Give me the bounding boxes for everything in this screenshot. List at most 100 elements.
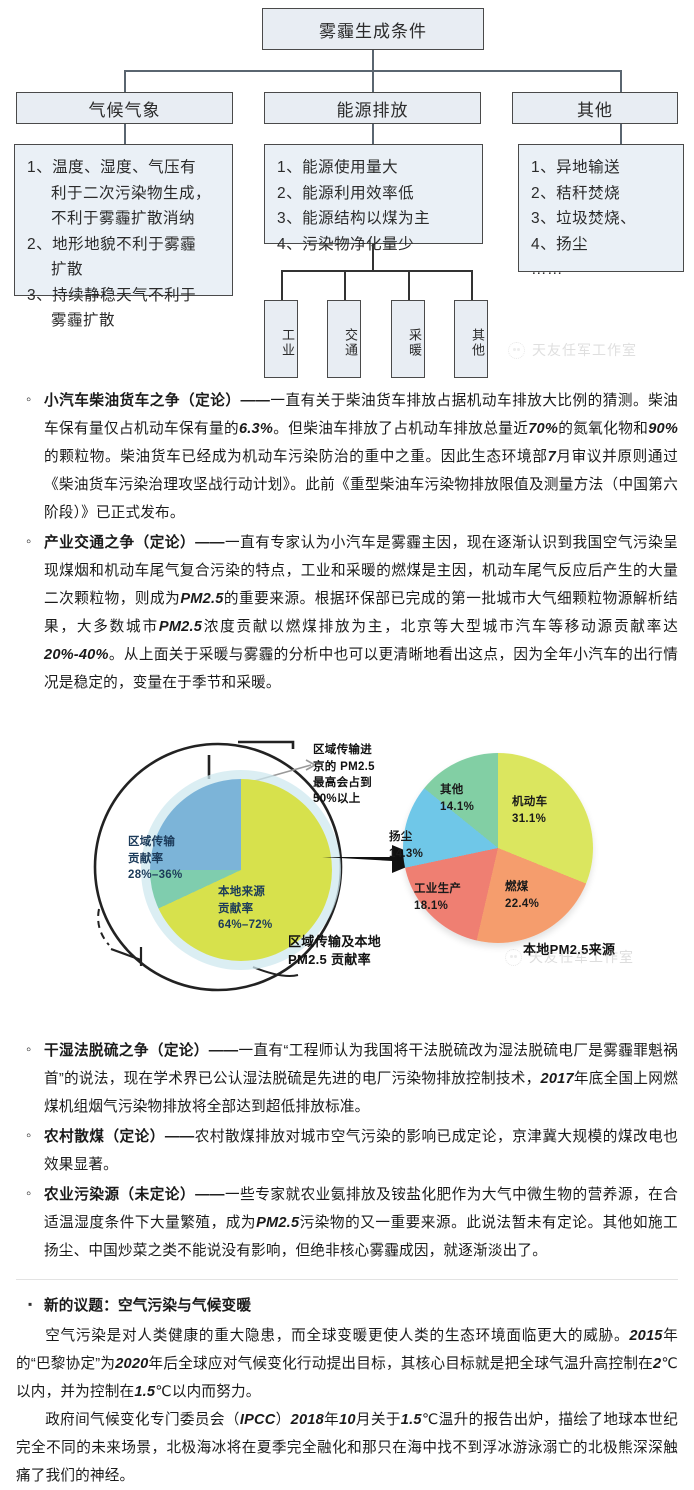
left-pie-label-local: 本地来源 贡献率 64%–72%: [218, 884, 310, 933]
leaf-label-other: 其他: [470, 328, 485, 358]
left-pie-label-regional: 区域传输 贡献率 28%–36%: [128, 834, 214, 883]
left-chart-title: 区域传输及本地 PM2.5 贡献率: [288, 933, 438, 968]
annotation-line-2: 京的 PM2.5: [313, 760, 375, 773]
bullet-list-1: 小汽车柴油货车之争（定论）——一直有关于柴油货车排放占据机动车排放大比例的猜测。…: [16, 386, 678, 697]
annotation-line-3: 最高会占到: [313, 776, 372, 789]
transition-arrow-icon: [322, 845, 426, 874]
leaf-box-heating: 采暖: [391, 300, 425, 378]
coal-value: 22.4%: [505, 897, 540, 910]
other-label: 其他: [440, 784, 464, 797]
section-heading-list: 新的议题：空气污染与气候变暖: [16, 1292, 678, 1320]
new-topic-section: 新的议题：空气污染与气候变暖 空气污染是对人类健康的重大隐患，而全球变暖更使人类…: [0, 1290, 694, 1490]
connector-other-list: [620, 124, 622, 144]
bullet-body-1: 一直有专家认为小汽车是雾霾主因，现在逐渐认识到我国空气污染呈现煤烟和机动车尾气复…: [44, 535, 678, 692]
haze-cause-diagram: 雾霾生成条件 气候气象 能源排放 其他 1、温度、湿度、气压有 利于二次污染物生…: [0, 0, 694, 385]
vehicle-label: 机动车: [512, 796, 548, 809]
branch-title-other: 其他: [512, 92, 678, 124]
other-item-4: 4、扬尘: [531, 235, 589, 253]
section-divider: [16, 1279, 678, 1281]
regional-label-line1: 区域传输: [128, 836, 176, 849]
right-pie-label-dust: 扬尘 14.3%: [389, 829, 423, 862]
climate-item-2b: 扩散: [51, 261, 84, 279]
left-pie-chart: [150, 779, 332, 962]
leaf-box-transport: 交通: [327, 300, 361, 378]
bullet-dash: ——: [164, 1129, 195, 1146]
right-chart-title: 本地PM2.5来源: [523, 941, 615, 959]
other-item-3: 3、垃圾焚烧、: [531, 210, 637, 228]
bullet2-body-0: 一直有“工程师认为我国将干法脱硫改为湿法脱硫电厂是雾霾罪魁祸首”的说法，现在学术…: [44, 1043, 678, 1116]
other-item-2: 2、秸秆焚烧: [531, 184, 621, 202]
climate-item-3: 3、持续静稳天气不利于: [27, 286, 197, 304]
list-item: 新的议题：空气污染与气候变暖: [16, 1292, 678, 1320]
industry-value: 18.1%: [414, 899, 449, 912]
leaf-box-other: 其他: [454, 300, 488, 378]
bullet-title: 产业交通之争（定论）: [44, 535, 196, 552]
annotation-line-1: 区域传输进: [313, 744, 372, 757]
leaf-label-industry: 工业: [280, 328, 295, 358]
dust-label: 扬尘: [389, 831, 413, 844]
bullet-dash: ——: [195, 535, 225, 552]
left-chart-title-line2: PM2.5 贡献率: [288, 951, 371, 967]
para-body-0: 空气污染是对人类健康的重大隐患，而全球变暖更使人类的生态环境面临更大的威胁。20…: [16, 1328, 678, 1401]
local-label-line2: 贡献率: [218, 902, 254, 915]
watermark-diagram: 天友任军工作室: [508, 340, 637, 360]
connector-drop-3: [620, 70, 622, 92]
bullets-section-1: 小汽车柴油货车之争（定论）——一直有关于柴油货车排放占据机动车排放大比例的猜测。…: [0, 385, 694, 697]
other-item-5: ……: [531, 261, 563, 279]
bullet-dash: ——: [240, 393, 271, 409]
energy-item-3: 3、能源结构以煤为主: [277, 210, 431, 228]
right-pie-label-industry: 工业生产 18.1%: [414, 881, 461, 914]
energy-item-1: 1、能源使用量大: [277, 159, 399, 176]
bullets-section-2: 干湿法脱硫之争（定论）——一直有“工程师认为我国将干法脱硫改为湿法脱硫电厂是雾霾…: [0, 1035, 694, 1265]
branch-list-energy: 1、能源使用量大 2、能源利用效率低 3、能源结构以煤为主 4、污染物净化量少: [264, 144, 483, 253]
branch-title-other-label: 其他: [577, 100, 613, 120]
watermark-logo-icon: [508, 341, 525, 359]
right-pie-label-vehicle: 机动车 31.1%: [512, 794, 547, 827]
connector-energy-list: [372, 124, 374, 144]
industry-label: 工业生产: [414, 883, 462, 896]
list-item: 干湿法脱硫之争（定论）——一直有“工程师认为我国将干法脱硫改为湿法脱硫电厂是雾霾…: [16, 1036, 678, 1121]
watermark-diagram-text: 天友任军工作室: [532, 342, 637, 358]
list-item: 产业交通之争（定论）——一直有专家认为小汽车是雾霾主因，现在逐渐认识到我国空气污…: [16, 528, 678, 697]
coal-label: 燃煤: [505, 881, 529, 894]
right-pie-label-coal: 燃煤 22.4%: [505, 879, 539, 912]
list-item: 农村散煤（定论）——农村散煤排放对城市空气污染的影响已成定论，京津冀大规模的煤改…: [16, 1122, 678, 1179]
branch-list-other: 1、异地输送 2、秸秆焚烧 3、垃圾焚烧、 4、扬尘 ……: [518, 144, 684, 278]
connector-leaf-bus: [281, 270, 471, 272]
watermark-chart: 天友任军工作室: [505, 947, 634, 967]
leaf-label-transport: 交通: [343, 328, 358, 358]
branch-list-climate: 1、温度、湿度、气压有 利于二次污染物生成， 不利于雾霾扩散消纳 2、地形地貌不…: [14, 144, 233, 329]
other-item-1: 1、异地输送: [531, 159, 621, 176]
climate-item-1b: 利于二次污染物生成，: [51, 184, 212, 202]
bullet2-body-2: 一些专家就农业氨排放及铵盐化肥作为大气中微生物的营养源，在合适温湿度条件下大量繁…: [44, 1187, 678, 1260]
branch-title-energy-label: 能源排放: [336, 100, 409, 120]
connector-energy-down: [372, 244, 374, 270]
bullet-title: 农业污染源（未定论）: [44, 1187, 196, 1204]
section-heading: 新的议题：空气污染与气候变暖: [44, 1298, 252, 1315]
leaf-label-heating: 采暖: [407, 328, 422, 358]
climate-item-3b: 雾霾扩散: [51, 312, 116, 330]
climate-item-1c: 不利于雾霾扩散消纳: [51, 210, 196, 228]
bullet-title: 小汽车柴油货车之争（定论）: [44, 393, 241, 409]
energy-item-4: 4、污染物净化量少: [277, 235, 415, 253]
leaf-box-industry: 工业: [264, 300, 298, 378]
climate-item-2: 2、地形地貌不利于雾霾: [27, 235, 197, 253]
para-body-1: 政府间气候变化专门委员会（IPCC）2018年10月关于1.5℃温升的报告出炉，…: [16, 1412, 678, 1485]
connector-drop-1: [124, 70, 126, 92]
connector-root-down: [372, 50, 374, 70]
watermark-chart-text: 天友任军工作室: [529, 949, 634, 966]
branch-title-climate-label: 气候气象: [88, 100, 161, 120]
connector-leaf-4: [471, 270, 473, 300]
annotation-line-4: 50%以上: [313, 793, 361, 806]
right-chart-title-text: 本地PM2.5来源: [523, 942, 616, 958]
regional-label-line2: 贡献率: [128, 852, 164, 865]
bullet-title: 干湿法脱硫之争（定论）: [44, 1043, 209, 1060]
connector-leaf-3: [408, 270, 410, 300]
section-paragraph-1: 空气污染是对人类健康的重大隐患，而全球变暖更使人类的生态环境面临更大的威胁。20…: [16, 1322, 678, 1406]
climate-item-1: 1、温度、湿度、气压有: [27, 159, 197, 176]
vehicle-value: 31.1%: [512, 812, 547, 825]
bullet-dash: ——: [208, 1043, 239, 1060]
section-paragraph-2: 政府间气候变化专门委员会（IPCC）2018年10月关于1.5℃温升的报告出炉，…: [16, 1406, 678, 1490]
connector-climate-list: [124, 124, 126, 144]
bullet2-body-1: 农村散煤排放对城市空气污染的影响已成定论，京津冀大规模的煤改电也效果显著。: [44, 1129, 678, 1174]
